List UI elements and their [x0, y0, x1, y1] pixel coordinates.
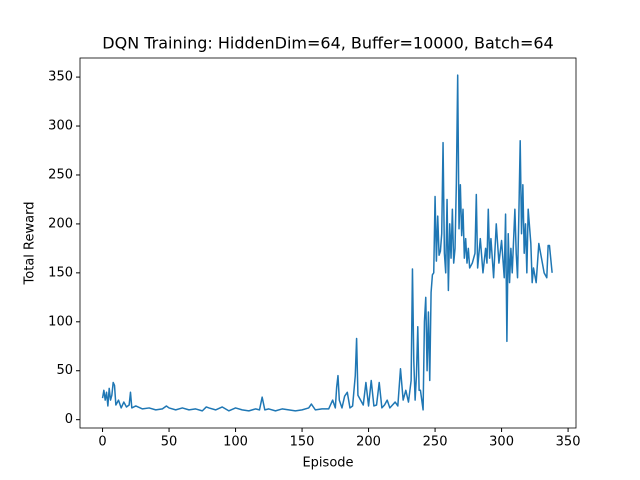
- x-tick-label: 0: [98, 435, 106, 450]
- x-tick-label: 250: [423, 435, 448, 450]
- chart-title: DQN Training: HiddenDim=64, Buffer=10000…: [102, 34, 553, 53]
- x-tick-label: 300: [489, 435, 514, 450]
- x-tick-label: 100: [223, 435, 248, 450]
- y-tick-label: 150: [48, 265, 73, 280]
- plot-frame: [79, 57, 577, 429]
- y-axis-label: Total Reward: [23, 202, 38, 286]
- y-tick-label: 0: [65, 412, 73, 427]
- y-tick-label: 250: [48, 167, 73, 182]
- y-tick-label: 200: [48, 216, 73, 231]
- line: [101, 74, 553, 412]
- x-tick-label: 200: [356, 435, 381, 450]
- x-axis-label: Episode: [302, 456, 353, 471]
- x-tick-label: 350: [556, 435, 581, 450]
- x-tick-label: 50: [161, 435, 178, 450]
- y-tick-label: 300: [48, 119, 73, 134]
- y-tick-label: 100: [48, 314, 73, 329]
- y-tick-label: 350: [48, 70, 73, 85]
- x-tick-label: 150: [290, 435, 315, 450]
- y-tick-label: 50: [56, 363, 73, 378]
